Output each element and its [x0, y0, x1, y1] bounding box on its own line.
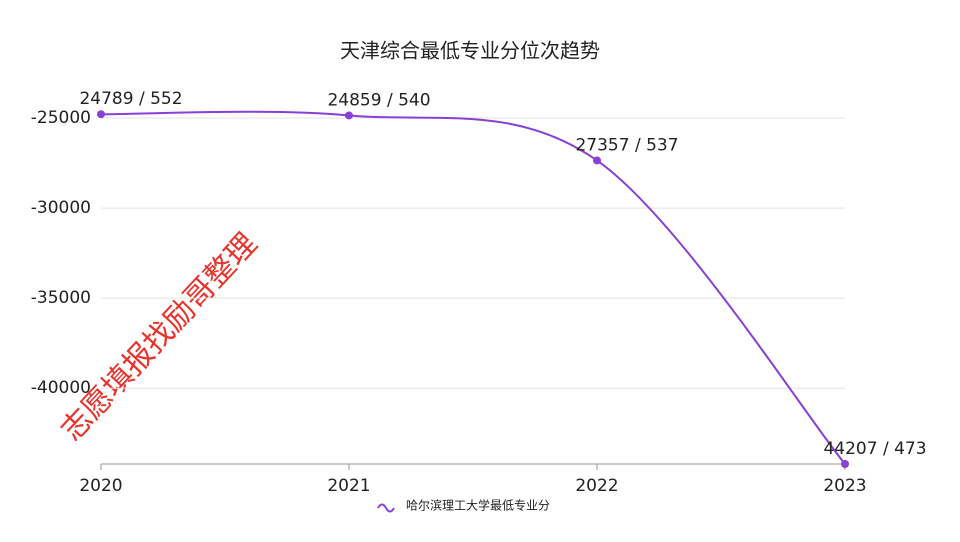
watermark: 志愿填报找励哥整理: [54, 227, 264, 448]
point: [593, 156, 601, 165]
y-tick-label: -30000: [31, 198, 91, 218]
y-tick-label: -35000: [31, 288, 91, 308]
x-tick-label: 2023: [823, 476, 866, 496]
data-label: 44207 / 473: [823, 439, 926, 459]
chart-title: 天津综合最低专业分位次趋势: [340, 39, 600, 63]
legend-icon: [377, 503, 395, 513]
point: [97, 110, 105, 119]
x-tick-label: 2022: [575, 476, 618, 496]
x-tick-label: 2020: [79, 476, 122, 496]
point: [841, 460, 849, 468]
data-label: 24859 / 540: [327, 90, 430, 110]
data-label: 24789 / 552: [79, 89, 182, 109]
data-label: 27357 / 537: [575, 135, 678, 155]
y-tick-label: -40000: [31, 378, 91, 398]
y-tick-label: -25000: [31, 108, 91, 128]
line: [100, 110, 846, 465]
point: [345, 111, 353, 120]
x-tick-label: 2021: [327, 476, 370, 496]
legend-label: 哈尔滨理工大学最低专业分: [406, 498, 550, 513]
plot: -25000 -30000 -35000 -40000 2020 2021 2022 2023…: [31, 89, 927, 512]
